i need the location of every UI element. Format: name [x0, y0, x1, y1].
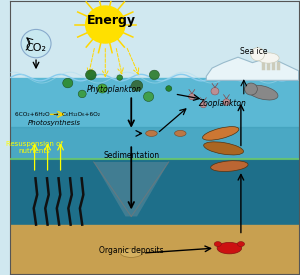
- Text: Organic deposits: Organic deposits: [99, 246, 164, 255]
- Circle shape: [149, 70, 159, 80]
- Circle shape: [166, 86, 172, 91]
- Circle shape: [78, 90, 86, 98]
- Circle shape: [251, 48, 265, 61]
- Bar: [10, 159, 298, 225]
- Circle shape: [143, 92, 154, 101]
- Bar: [10, 126, 298, 159]
- Text: Sea ice: Sea ice: [240, 47, 268, 56]
- Circle shape: [223, 99, 230, 105]
- Ellipse shape: [146, 130, 157, 136]
- Text: Resuspension of
nutrients: Resuspension of nutrients: [6, 141, 63, 153]
- Ellipse shape: [175, 130, 186, 136]
- Circle shape: [131, 80, 143, 91]
- Ellipse shape: [257, 53, 279, 63]
- Ellipse shape: [237, 242, 244, 246]
- Circle shape: [200, 102, 206, 108]
- Text: CO₂: CO₂: [26, 43, 46, 53]
- Ellipse shape: [217, 243, 242, 254]
- Polygon shape: [94, 162, 169, 216]
- Text: Energy: Energy: [87, 14, 136, 27]
- Bar: [10, 225, 298, 274]
- Ellipse shape: [120, 249, 142, 257]
- Circle shape: [117, 75, 123, 80]
- Ellipse shape: [204, 142, 244, 155]
- Circle shape: [85, 70, 96, 80]
- Text: 6CO₂+6H₂O  →  C₆H₁₂O₆+6O₂: 6CO₂+6H₂O → C₆H₁₂O₆+6O₂: [15, 112, 100, 117]
- Circle shape: [86, 6, 125, 43]
- Text: Photosynthesis: Photosynthesis: [28, 119, 81, 126]
- Bar: [10, 1, 298, 78]
- Text: Sedimentation: Sedimentation: [103, 151, 159, 160]
- Circle shape: [63, 78, 73, 88]
- Text: Zooplankton: Zooplankton: [198, 99, 246, 108]
- Circle shape: [98, 84, 107, 93]
- Circle shape: [211, 87, 219, 95]
- Ellipse shape: [202, 127, 239, 140]
- Ellipse shape: [247, 85, 278, 100]
- Polygon shape: [206, 57, 298, 80]
- Bar: [10, 78, 298, 159]
- Ellipse shape: [211, 161, 248, 171]
- Text: Phytoplankton: Phytoplankton: [86, 85, 141, 94]
- Ellipse shape: [214, 242, 221, 246]
- Circle shape: [189, 94, 195, 100]
- Circle shape: [245, 83, 257, 95]
- Circle shape: [21, 29, 51, 58]
